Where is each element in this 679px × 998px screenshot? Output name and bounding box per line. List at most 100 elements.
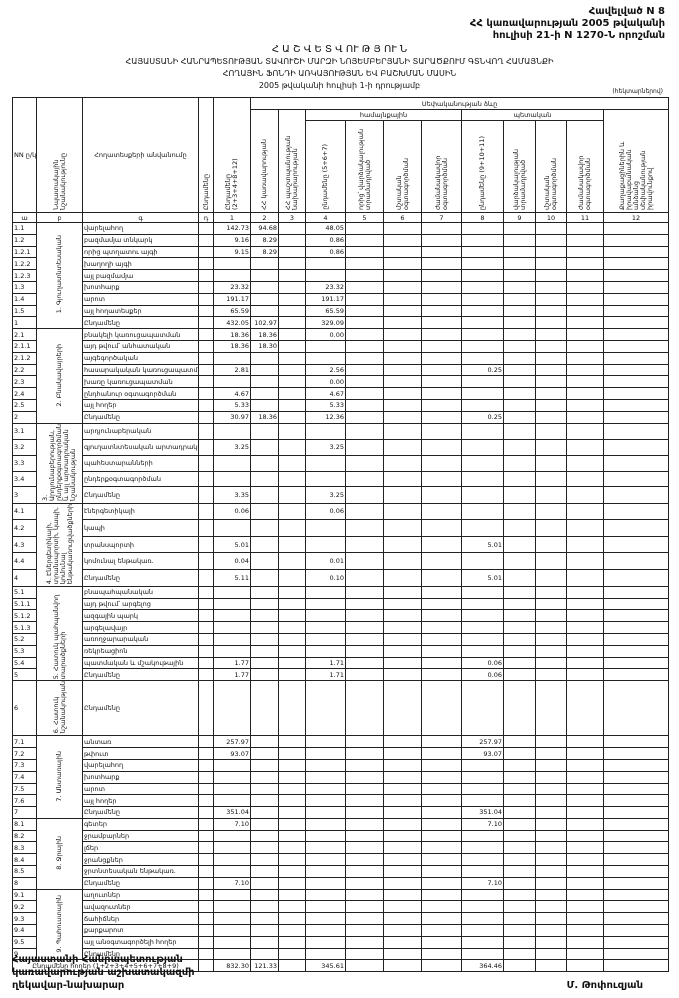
header-cell: ՀՀ կառավարության [250, 109, 279, 213]
row-code: 5.1.1 [12, 597, 37, 611]
header-cell: Ընդամենը (2+3+4+8+12) [213, 97, 251, 213]
value-cell [503, 328, 536, 341]
table-row: 7.2 թփուտ 93.07 93.07 [12, 747, 670, 760]
value-cell [461, 924, 504, 937]
value-cell [421, 959, 462, 973]
value-cell [345, 644, 384, 658]
value-cell [383, 770, 422, 784]
total-row: Ընդամենը հողեր (1+2+3+4+5+6+7+8+9) 832.30… [12, 959, 670, 973]
index-cell: ա [12, 212, 37, 223]
value-cell [383, 519, 422, 537]
value-cell: 0.86 [305, 233, 346, 247]
row-name: լճեր [82, 841, 199, 855]
value-cell [535, 794, 567, 808]
value-cell [535, 470, 567, 488]
value-cell [383, 597, 422, 611]
value-cell [383, 375, 422, 389]
value-cell [461, 502, 504, 521]
value-cell [566, 486, 604, 504]
row-code: 1.4 [12, 292, 37, 306]
value-cell [461, 351, 504, 365]
group-text: 3. Արդյունաբերության, ընդերքօգտագործման … [41, 423, 77, 501]
value-cell [250, 644, 279, 658]
value-cell [198, 387, 214, 400]
value-cell [602, 304, 670, 318]
value-cell [278, 233, 306, 247]
header-text: ժամանակավոր օգտագործման [577, 155, 592, 210]
value-cell [503, 552, 536, 571]
value-cell [345, 912, 384, 926]
value-cell [566, 770, 604, 784]
row-name: խաղողի այգի [82, 257, 199, 271]
value-cell [535, 552, 567, 571]
value-cell [198, 609, 214, 623]
value-cell [198, 280, 214, 294]
row-code: 6 [12, 680, 37, 737]
value-cell [421, 422, 462, 440]
group-cell: 2. Բնակավայրերի [36, 328, 83, 424]
value-cell [566, 829, 604, 843]
value-cell [278, 339, 306, 353]
index-cell: 5 [345, 212, 384, 223]
value-cell [503, 470, 536, 488]
value-cell: 351.04 [461, 806, 504, 819]
value-cell [213, 597, 251, 611]
value-cell [278, 912, 306, 926]
value-cell [250, 621, 279, 634]
value-cell [345, 609, 384, 623]
value-cell [461, 222, 504, 235]
value-cell [566, 735, 604, 749]
value-cell [535, 454, 567, 472]
value-cell [421, 552, 462, 571]
row-name: Ընդամենը [82, 410, 199, 424]
value-cell [213, 269, 251, 282]
value-cell [602, 470, 670, 488]
row-name: այլ հողատեսքեր [82, 304, 199, 318]
value-cell [535, 817, 567, 831]
value-cell [503, 257, 536, 271]
value-cell [503, 438, 536, 456]
table-row: 1.2.2 խաղողի այգի [12, 257, 670, 271]
value-cell [278, 876, 306, 890]
value-cell [461, 233, 504, 247]
value-cell [305, 339, 346, 353]
value-cell [535, 519, 567, 537]
table-row: 8.4 ջրանցքներ [12, 853, 670, 867]
value-cell [503, 387, 536, 400]
value-cell [198, 817, 214, 831]
row-name: արդյունաբերական [82, 422, 199, 440]
row-code: 4.3 [12, 535, 37, 554]
value-cell [278, 316, 306, 330]
value-cell [535, 410, 567, 424]
value-cell [305, 735, 346, 749]
value-cell [383, 758, 422, 772]
value-cell [345, 470, 384, 488]
value-cell [250, 398, 279, 412]
value-cell [503, 363, 536, 377]
value-cell [535, 292, 567, 306]
row-code: 5.1 [12, 585, 37, 599]
value-cell [250, 363, 279, 377]
value-cell [602, 269, 670, 282]
header-text: պետական [513, 111, 552, 119]
value-cell [535, 486, 567, 504]
value-cell [503, 806, 536, 819]
value-cell [383, 947, 422, 961]
value-cell [198, 900, 214, 914]
value-cell [461, 900, 504, 914]
value-cell [250, 806, 279, 819]
row-name: խոտհարք [82, 770, 199, 784]
value-cell [198, 486, 214, 504]
value-cell [602, 438, 670, 456]
value-cell [421, 233, 462, 247]
value-cell: 18.36 [213, 328, 251, 341]
value-cell [250, 794, 279, 808]
table-row: 8.3 լճեր [12, 841, 670, 855]
value-cell [213, 924, 251, 937]
value-cell: 0.25 [461, 410, 504, 424]
value-cell [602, 888, 670, 902]
value-cell [198, 912, 214, 926]
value-cell [345, 747, 384, 760]
value-cell [535, 621, 567, 634]
